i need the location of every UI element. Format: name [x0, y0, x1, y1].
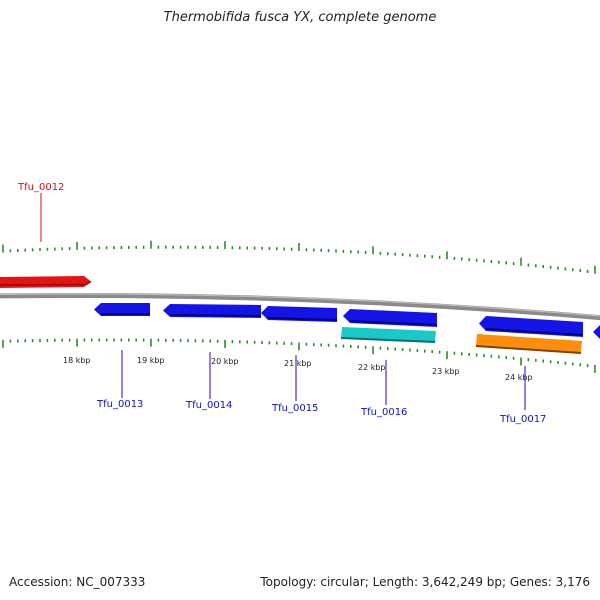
- gene-tfu-0013[interactable]: Tfu_0013: [94, 303, 150, 410]
- map-title: Thermobifida fusca YX, complete genome: [163, 10, 437, 25]
- scale-label: 21 kbp: [284, 359, 312, 368]
- gene-tfu-0017[interactable]: Tfu_0017: [479, 316, 584, 425]
- scale-label: 22 kbp: [358, 363, 386, 372]
- gene-partial-edge[interactable]: [593, 325, 600, 339]
- gene-label: Tfu_0015: [271, 403, 318, 414]
- genome-backbone: [0, 292, 600, 321]
- rna-feature-cyan[interactable]: [340, 327, 436, 343]
- gene-tfu-0015[interactable]: Tfu_0015: [261, 306, 338, 414]
- scale-label: 20 kbp: [211, 357, 239, 366]
- inner-tick-marks: [2, 338, 596, 373]
- gene-label: Tfu_0013: [96, 399, 143, 410]
- gene-label: Tfu_0016: [360, 407, 407, 418]
- scale-label: 24 kbp: [505, 373, 533, 382]
- scale-label: 18 kbp: [63, 356, 91, 365]
- gene-tfu-0012[interactable]: Tfu_0012: [0, 182, 92, 288]
- topology-label: Topology: circular; Length: 3,642,249 bp…: [260, 575, 590, 589]
- gene-label: Tfu_0014: [185, 400, 232, 411]
- scale-label: 23 kbp: [432, 367, 460, 376]
- rna-feature-orange[interactable]: [475, 334, 582, 354]
- scale-label: 19 kbp: [137, 356, 165, 365]
- accession-label: Accession: NC_007333: [9, 575, 146, 589]
- gene-label: Tfu_0012: [17, 182, 64, 193]
- gene-label: Tfu_0017: [499, 414, 546, 425]
- gene-tfu-0014[interactable]: Tfu_0014: [163, 304, 262, 411]
- gene-tfu-0016[interactable]: Tfu_0016: [343, 309, 438, 418]
- outer-tick-marks: [2, 240, 596, 274]
